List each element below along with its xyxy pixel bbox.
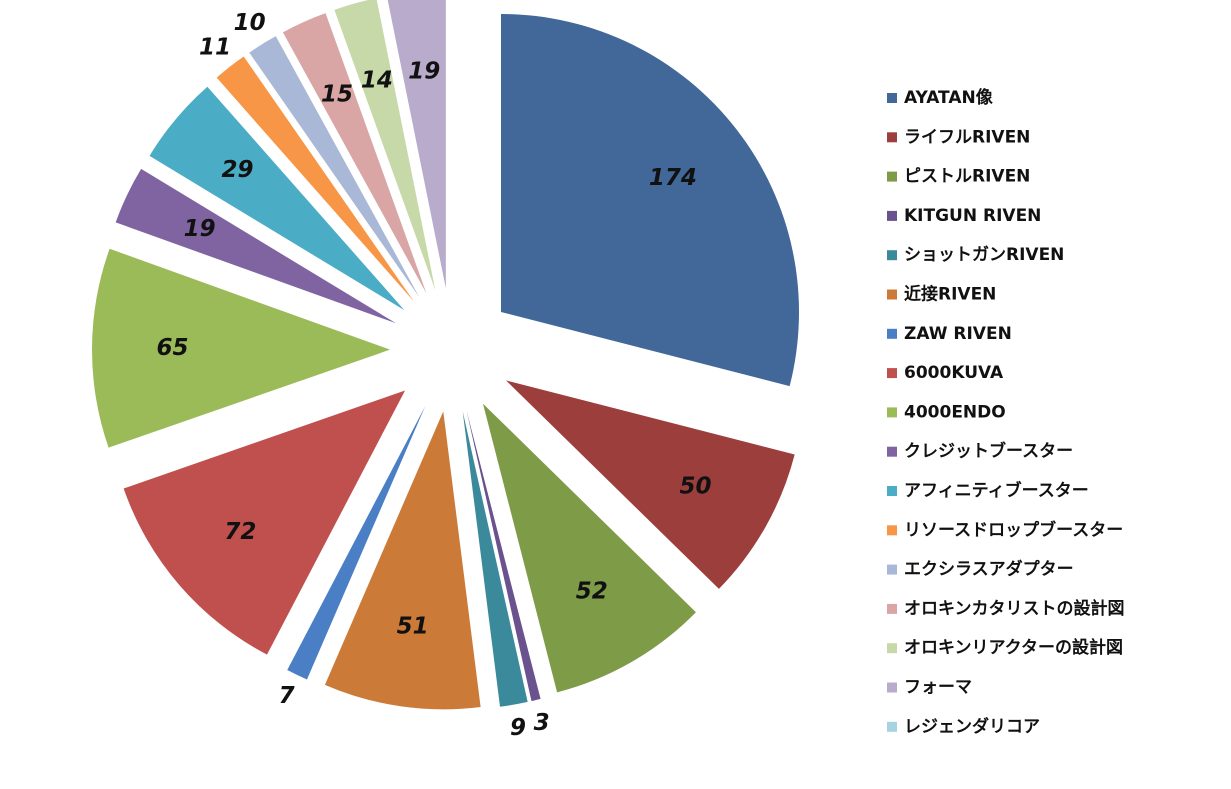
data-label: 14 bbox=[361, 67, 393, 93]
pie-slice bbox=[92, 248, 391, 448]
data-label: 72 bbox=[224, 519, 256, 545]
data-label: 7 bbox=[279, 683, 295, 709]
pie-slice bbox=[287, 405, 426, 680]
pie-slice bbox=[500, 13, 799, 387]
legend-label: オロキンリアクターの設計図 bbox=[904, 637, 1123, 658]
pie-slice bbox=[282, 13, 427, 294]
legend-swatch bbox=[887, 721, 897, 732]
legend-label: クレジットブースター bbox=[904, 441, 1073, 462]
legend-label: アフィニティブースター bbox=[904, 480, 1089, 501]
pie-slice bbox=[466, 410, 541, 702]
pie-slice bbox=[334, 0, 436, 291]
legend-label: KITGUN RIVEN bbox=[904, 206, 1041, 226]
legend-swatch bbox=[887, 643, 897, 654]
data-label: 65 bbox=[156, 335, 188, 361]
legend-label: フォーマ bbox=[904, 678, 972, 698]
legend-label: AYATAN像 bbox=[904, 88, 994, 108]
data-label: 19 bbox=[408, 58, 440, 84]
pie-slice bbox=[483, 403, 696, 693]
legend-swatch bbox=[887, 564, 897, 575]
legend-swatch bbox=[887, 93, 897, 103]
pie-slice bbox=[462, 411, 528, 707]
legend-label: 6000KUVA bbox=[904, 363, 1004, 383]
pie-slices bbox=[92, 0, 799, 710]
legend-swatch bbox=[887, 525, 897, 536]
legend-swatch bbox=[887, 368, 897, 379]
legend-swatch bbox=[887, 171, 897, 182]
legend-label: レジェンダリコア bbox=[904, 716, 1040, 737]
legend-swatch bbox=[887, 328, 897, 339]
legend-label: 4000ENDO bbox=[904, 402, 1006, 422]
data-label: 174 bbox=[649, 165, 697, 191]
legend-swatch bbox=[887, 210, 897, 221]
legend-label: 近接RIVEN bbox=[904, 284, 996, 305]
legend-swatch bbox=[887, 682, 897, 693]
legend-label: オロキンカタリストの設計図 bbox=[904, 598, 1125, 619]
pie-slice bbox=[506, 380, 795, 589]
legend-label: エクシラスアダプター bbox=[904, 559, 1074, 580]
legend-swatch bbox=[887, 250, 897, 261]
legend-label: リソースドロップブースター bbox=[904, 519, 1123, 540]
pie-slice bbox=[115, 168, 397, 324]
legend-swatch bbox=[887, 446, 897, 457]
data-label: 3 bbox=[534, 710, 550, 736]
legend-swatch bbox=[887, 132, 897, 143]
pie-slice bbox=[324, 411, 481, 710]
legend-swatch bbox=[887, 407, 897, 418]
data-label: 15 bbox=[321, 82, 353, 108]
data-labels: 1745052395177265192911101514190 bbox=[156, 10, 712, 741]
legend-label: ライフルRIVEN bbox=[904, 127, 1030, 147]
legend-swatch bbox=[887, 603, 897, 614]
pie-slice bbox=[216, 56, 414, 302]
legend-label: ショットガンRIVEN bbox=[904, 245, 1064, 265]
pie-slice bbox=[123, 390, 406, 655]
legend-swatch bbox=[887, 486, 897, 496]
data-label: 19 bbox=[184, 216, 216, 242]
legend-label: ZAW RIVEN bbox=[904, 324, 1012, 344]
data-label: 50 bbox=[680, 474, 712, 500]
data-label: 9 bbox=[510, 715, 526, 741]
pie-slice bbox=[149, 86, 405, 311]
pie-slice bbox=[387, 0, 446, 289]
legend-label: ピストルRIVEN bbox=[904, 167, 1030, 187]
data-label: 29 bbox=[222, 157, 254, 183]
data-label: 10 bbox=[234, 10, 266, 36]
data-label: 52 bbox=[576, 579, 608, 605]
pie-slice bbox=[249, 36, 420, 298]
legend-swatch bbox=[887, 289, 897, 300]
data-label: 11 bbox=[199, 34, 231, 60]
data-label: 51 bbox=[397, 613, 429, 639]
